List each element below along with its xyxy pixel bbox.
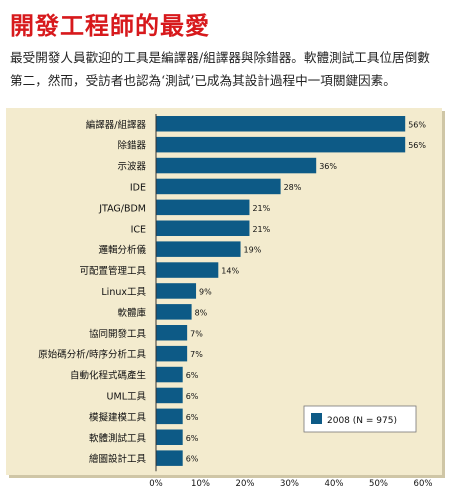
bar bbox=[156, 408, 183, 425]
page-title: 開發工程師的最愛 bbox=[10, 12, 210, 40]
bar bbox=[156, 283, 197, 299]
data-label: 6% bbox=[186, 413, 199, 422]
category-label: 模擬建模工具 bbox=[89, 411, 147, 423]
category-label: Linux工具 bbox=[101, 287, 146, 298]
bar bbox=[156, 262, 219, 278]
data-label: 21% bbox=[252, 204, 270, 213]
bar bbox=[156, 325, 188, 341]
data-label: 6% bbox=[186, 392, 199, 401]
x-tick-label: 20% bbox=[236, 479, 255, 489]
x-tick-label: 0% bbox=[149, 479, 163, 489]
category-label: 邏輯分析儀 bbox=[98, 244, 146, 256]
x-tick-label: 40% bbox=[325, 479, 344, 489]
intro-paragraph: 最受開發人員歡迎的工具是編譯器/組譯器與除錯器。軟體測試工具位居倒數第二，然而，… bbox=[10, 50, 430, 88]
category-label: JTAG/BDM bbox=[98, 203, 146, 214]
data-label: 14% bbox=[221, 267, 239, 276]
data-label: 9% bbox=[199, 287, 212, 296]
category-label: 自動化程式碼產生 bbox=[70, 370, 147, 382]
data-label: 56% bbox=[408, 120, 426, 129]
bar bbox=[156, 157, 317, 174]
legend-box bbox=[303, 405, 417, 433]
data-label: 6% bbox=[186, 434, 199, 443]
bar bbox=[156, 116, 406, 132]
category-label: UML工具 bbox=[107, 391, 147, 402]
data-label: 21% bbox=[252, 225, 270, 234]
bar bbox=[156, 429, 183, 445]
legend-label: 2008 (N = 975) bbox=[327, 416, 397, 426]
category-label: 原始碼分析/時序分析工具 bbox=[38, 349, 146, 361]
bar bbox=[156, 450, 183, 466]
data-label: 28% bbox=[284, 183, 302, 192]
bar bbox=[156, 304, 192, 320]
category-label: 軟體庫 bbox=[117, 307, 146, 319]
bar bbox=[156, 241, 241, 257]
x-tick-label: 50% bbox=[369, 479, 388, 489]
bar bbox=[156, 345, 188, 362]
bar bbox=[156, 220, 250, 236]
category-label: 協同開發工具 bbox=[89, 328, 147, 340]
category-label: IDE bbox=[130, 182, 146, 193]
data-label: 7% bbox=[190, 350, 203, 359]
bar bbox=[156, 387, 183, 404]
category-label: 軟體測試工具 bbox=[89, 432, 147, 444]
category-label: 編譯器/組譯器 bbox=[86, 119, 147, 131]
data-label: 19% bbox=[244, 246, 262, 255]
data-label: 56% bbox=[408, 141, 426, 150]
bar bbox=[156, 136, 406, 153]
bar bbox=[156, 199, 250, 216]
data-label: 7% bbox=[190, 329, 203, 338]
category-label: 繪圖設計工具 bbox=[89, 453, 147, 465]
bar bbox=[156, 178, 281, 195]
data-label: 36% bbox=[319, 162, 337, 171]
data-label: 8% bbox=[195, 308, 208, 317]
category-label: 可配置管理工具 bbox=[79, 265, 146, 277]
bar bbox=[156, 366, 183, 383]
legend-swatch bbox=[311, 413, 322, 424]
category-label: 除錯器 bbox=[117, 140, 146, 152]
category-label: 示波器 bbox=[117, 161, 146, 173]
data-label: 6% bbox=[186, 371, 199, 380]
x-tick-label: 30% bbox=[280, 479, 299, 489]
x-tick-label: 10% bbox=[191, 479, 210, 489]
data-label: 6% bbox=[186, 455, 199, 464]
category-label: ICE bbox=[131, 224, 146, 235]
x-tick-label: 60% bbox=[414, 479, 433, 489]
